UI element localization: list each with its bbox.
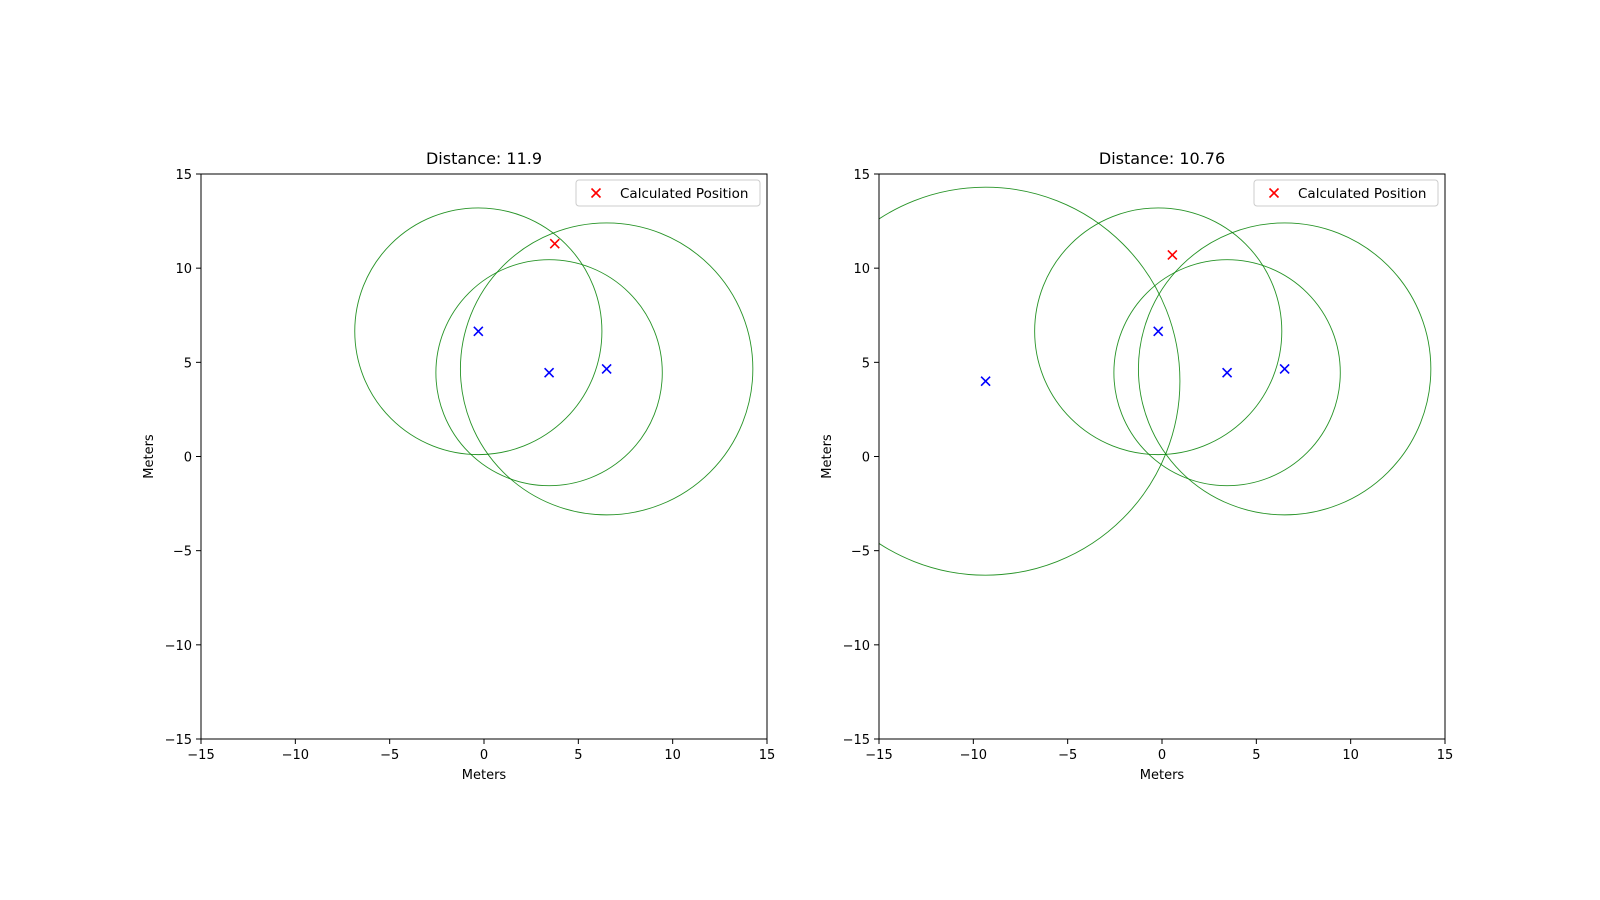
anchor-point-1	[473, 326, 484, 337]
x-tick-label: 10	[664, 748, 681, 763]
y-tick-label: −5	[173, 545, 192, 560]
anchor-point-3	[1222, 367, 1233, 378]
plot-area	[879, 174, 1445, 739]
legend-marker-icon	[1268, 187, 1280, 199]
range-circle-2	[1034, 207, 1283, 456]
y-tick-label: 5	[862, 356, 870, 371]
y-tick-label: 0	[184, 451, 192, 466]
y-tick-label: 15	[853, 168, 870, 183]
y-tick-label: 15	[175, 168, 192, 183]
plot-content	[354, 207, 754, 516]
y-tick-label: −10	[843, 639, 870, 654]
y-tick-label: 0	[862, 451, 870, 466]
chart-title: Distance: 10.76	[1099, 149, 1225, 168]
x-tick-label: −15	[187, 748, 214, 763]
legend: Calculated Position	[1253, 179, 1439, 207]
range-circle-3	[1113, 259, 1341, 487]
calculated-position-point	[1167, 249, 1178, 261]
anchor-point-4	[1279, 363, 1290, 374]
x-tick-label: 10	[1342, 748, 1359, 763]
x-tick-label: 15	[1437, 748, 1454, 763]
legend-box	[575, 179, 761, 207]
legend-entry-label: Calculated Position	[1298, 186, 1426, 202]
legend-box	[1253, 179, 1439, 207]
x-tick-label: −15	[865, 748, 892, 763]
y-tick-label: 10	[175, 262, 192, 277]
anchor-point-1	[980, 376, 991, 387]
x-tick-label: 15	[759, 748, 776, 763]
x-tick-label: −10	[960, 748, 987, 763]
range-circle-4	[1137, 222, 1432, 516]
legend-entry-label: Calculated Position	[620, 186, 748, 202]
anchor-point-2	[544, 367, 555, 378]
y-tick-label: −15	[843, 733, 870, 748]
legend-marker-icon	[590, 187, 602, 199]
x-tick-label: 5	[574, 748, 582, 763]
chart-2: −15 −10 −5 0 5 10 15 −15 −10 −5 0 5 10 15 Distance: 10…	[820, 149, 1454, 783]
chart-1: −15 −10 −5 0 5 10 15 −15 −10 −5 0 5 10 15 Distance: 11…	[142, 149, 775, 783]
x-axis-label: Meters	[462, 768, 507, 783]
plot-area	[201, 174, 767, 739]
range-circle-2	[435, 259, 663, 487]
x-axis-label: Meters	[1140, 768, 1185, 783]
x-tick-label: −5	[380, 748, 399, 763]
y-axis-label: Meters	[142, 434, 157, 479]
x-tick-label: −5	[1058, 748, 1077, 763]
x-tick-label: 0	[480, 748, 488, 763]
y-tick-label: 5	[184, 356, 192, 371]
chart-title: Distance: 11.9	[426, 149, 542, 168]
y-axis-label: Meters	[820, 434, 835, 479]
range-circle-3	[459, 222, 754, 516]
x-tick-label: 0	[1158, 748, 1166, 763]
y-tick-label: −15	[165, 733, 192, 748]
x-tick-label: 5	[1252, 748, 1260, 763]
x-tick-label: −10	[282, 748, 309, 763]
range-circle-1	[354, 207, 603, 456]
range-circle-1	[879, 186, 1181, 576]
y-tick-label: −10	[165, 639, 192, 654]
anchor-point-3	[601, 363, 612, 374]
y-tick-label: −5	[851, 545, 870, 560]
legend: Calculated Position	[575, 179, 761, 207]
y-tick-label: 10	[853, 262, 870, 277]
anchor-point-2	[1153, 326, 1164, 337]
calculated-position-point	[549, 238, 560, 249]
plot-content	[879, 186, 1432, 576]
